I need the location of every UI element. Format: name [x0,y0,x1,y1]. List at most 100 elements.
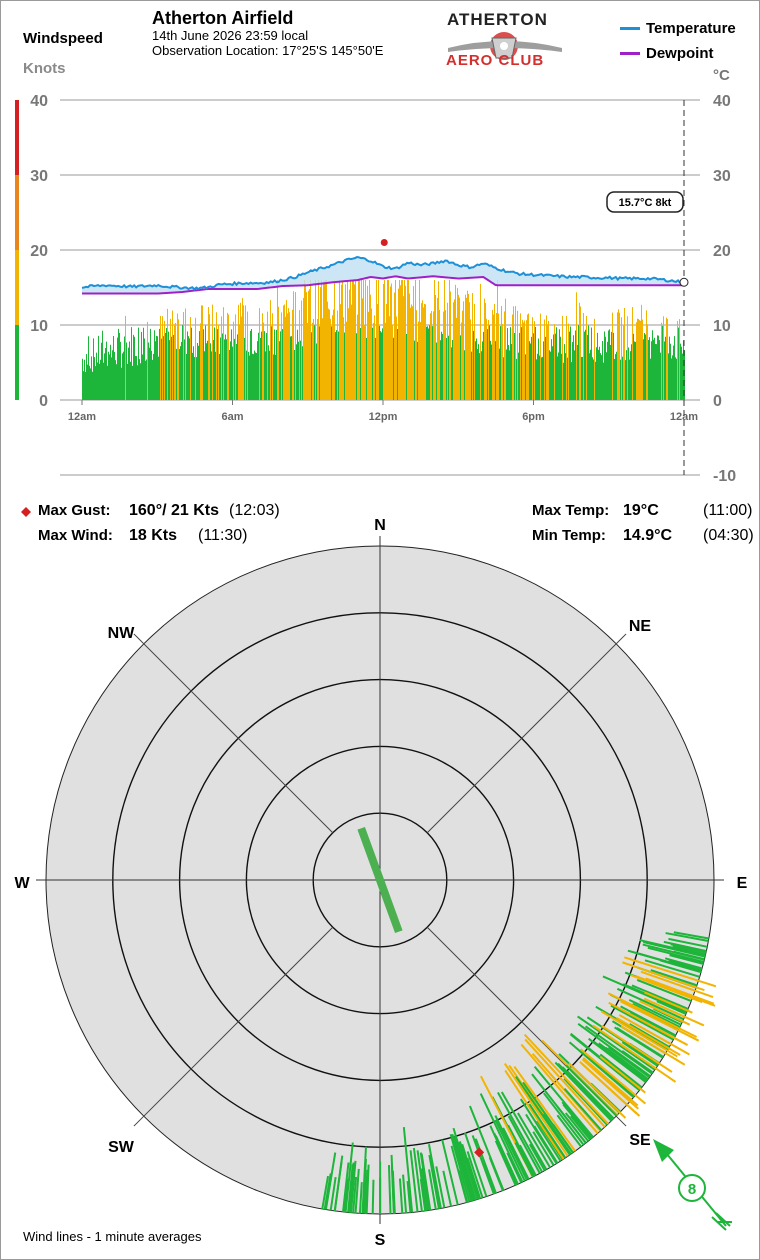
wind-line [348,1177,354,1213]
wind-line-gust [581,1058,639,1110]
wind-line [616,987,685,1021]
wind-line [599,1053,643,1089]
wind-line [523,1033,609,1125]
wind-line [631,984,689,1010]
wind-line [504,1069,565,1160]
compass-label-nw: NW [108,625,136,642]
min-temp-value: 14.9°C [623,527,673,544]
wind-line [647,946,705,963]
max-gust-label: Max Gust: [38,502,111,519]
rose-diagonal [426,633,627,834]
wind-line [669,953,704,965]
logo-text-bottom: AERO CLUB [446,52,545,69]
wind-line-gust [607,992,698,1038]
wind-line [533,1066,594,1138]
wind-line [358,1182,363,1214]
wind-line [466,1151,484,1199]
temperature-line [81,256,685,291]
wind-line-gust [601,1024,673,1073]
windspeed-color-band-calm [15,325,19,400]
wind-line [494,1135,519,1185]
wind-speed-badge [678,1174,706,1202]
wind-line [563,1077,608,1126]
wind-line [673,931,710,940]
max-wind-time: (11:30) [198,527,248,544]
max-wind-label: Max Wind: [38,527,113,544]
wind-line [532,1131,555,1166]
wind-line [365,1164,370,1214]
wind-line [621,1050,654,1074]
wind-line [517,1112,551,1168]
wind-line [406,1180,412,1213]
logo-text-top: ATHERTON [447,10,548,29]
wind-line [563,1088,603,1131]
wind-line [562,1103,592,1140]
right-axis-tick-label: 40 [713,93,731,110]
wind-line [398,1178,404,1214]
wind-line-gust [643,997,705,1027]
average-wind-vector [357,826,403,934]
left-axis-tick-label: 0 [39,393,48,410]
compass-label-w: W [14,875,30,892]
wind-lines [321,931,717,1215]
wind-line [497,1091,543,1173]
wind-line [520,1043,599,1134]
max-gust-marker-icon [21,507,31,517]
wind-line-gust [622,961,705,992]
x-tick-label: 12pm [369,411,398,423]
wind-line [427,1143,442,1209]
wind-line-gust [618,1014,690,1056]
wind-line-gust [592,1024,677,1083]
wind-line [466,1157,482,1199]
right-axis-tick-label: -10 [713,468,736,485]
page-title: Atherton Airfield [152,8,294,28]
max-gust-point [380,239,388,246]
wind-line-gust [645,977,715,1005]
wind-line-gust [620,1025,686,1066]
wind-line [428,1169,437,1210]
wind-line [552,1123,574,1154]
wind-line [668,937,708,948]
wind-line [489,1125,518,1186]
compass-label-ne: NE [629,618,652,635]
wind-line [420,1168,429,1211]
left-axis-tick-label: 10 [30,318,48,335]
max-temp-label: Max Temp: [532,502,610,519]
wind-line [543,1092,585,1146]
wind-line [361,1146,367,1214]
wind-line [577,1015,656,1071]
wind-line [607,1046,651,1079]
wind-line [471,1135,495,1195]
windspeed-color-band-severe [15,100,19,175]
max-gust-point [474,1147,485,1158]
wind-line [643,941,706,958]
wind-line [533,1125,559,1164]
left-axis-tick-label: 30 [30,168,48,185]
dewpoint-line [82,275,684,295]
legend-dewpoint-swatch [620,52,640,55]
windspeed-axis-unit: Knots [23,60,66,77]
wind-line [542,1124,567,1159]
wind-line [349,1160,357,1213]
wind-line [500,1091,548,1171]
x-tick-label: 6pm [522,411,545,423]
wind-line-gust [640,970,714,998]
x-tick-label: 12am [670,411,698,423]
wind-line [442,1170,453,1207]
wind-line [468,1105,505,1191]
wind-line [506,1152,523,1184]
wind-line [636,979,692,1002]
wind-line [502,1127,530,1180]
wind-line [656,1000,687,1015]
wind-line [584,1025,653,1075]
wind-line-gust [580,1048,647,1105]
wind-line-gust [582,1057,639,1107]
compass-label-n: N [374,517,386,534]
wind-line [587,1056,635,1098]
wind-line [419,1178,427,1212]
wind-arrow-tail [711,1212,732,1231]
wind-line [333,1155,344,1212]
wind-line [514,1142,534,1178]
wind-line-gust [639,1000,691,1026]
